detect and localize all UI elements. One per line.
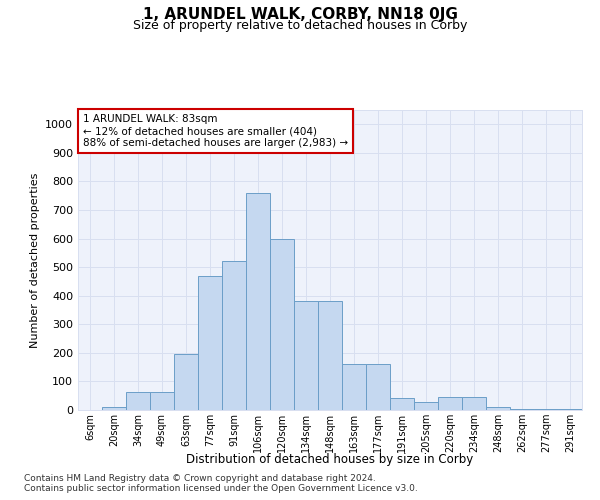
Bar bbox=[414, 402, 438, 410]
Bar bbox=[102, 406, 126, 410]
Bar bbox=[270, 240, 294, 410]
Y-axis label: Number of detached properties: Number of detached properties bbox=[29, 172, 40, 348]
Bar bbox=[318, 300, 342, 410]
Bar bbox=[558, 408, 582, 410]
Bar bbox=[222, 262, 246, 410]
Bar bbox=[462, 398, 486, 410]
Bar bbox=[174, 354, 198, 410]
Bar bbox=[342, 364, 366, 410]
Bar bbox=[150, 392, 174, 410]
Text: Size of property relative to detached houses in Corby: Size of property relative to detached ho… bbox=[133, 18, 467, 32]
Bar bbox=[366, 364, 390, 410]
Bar bbox=[294, 300, 318, 410]
Bar bbox=[198, 276, 222, 410]
Bar bbox=[510, 408, 534, 410]
Text: Distribution of detached houses by size in Corby: Distribution of detached houses by size … bbox=[187, 452, 473, 466]
Text: 1, ARUNDEL WALK, CORBY, NN18 0JG: 1, ARUNDEL WALK, CORBY, NN18 0JG bbox=[143, 8, 457, 22]
Bar bbox=[534, 408, 558, 410]
Text: 1 ARUNDEL WALK: 83sqm
← 12% of detached houses are smaller (404)
88% of semi-det: 1 ARUNDEL WALK: 83sqm ← 12% of detached … bbox=[83, 114, 348, 148]
Bar bbox=[486, 407, 510, 410]
Text: Contains HM Land Registry data © Crown copyright and database right 2024.: Contains HM Land Registry data © Crown c… bbox=[24, 474, 376, 483]
Text: Contains public sector information licensed under the Open Government Licence v3: Contains public sector information licen… bbox=[24, 484, 418, 493]
Bar bbox=[126, 392, 150, 410]
Bar bbox=[438, 398, 462, 410]
Bar bbox=[390, 398, 414, 410]
Bar bbox=[246, 193, 270, 410]
